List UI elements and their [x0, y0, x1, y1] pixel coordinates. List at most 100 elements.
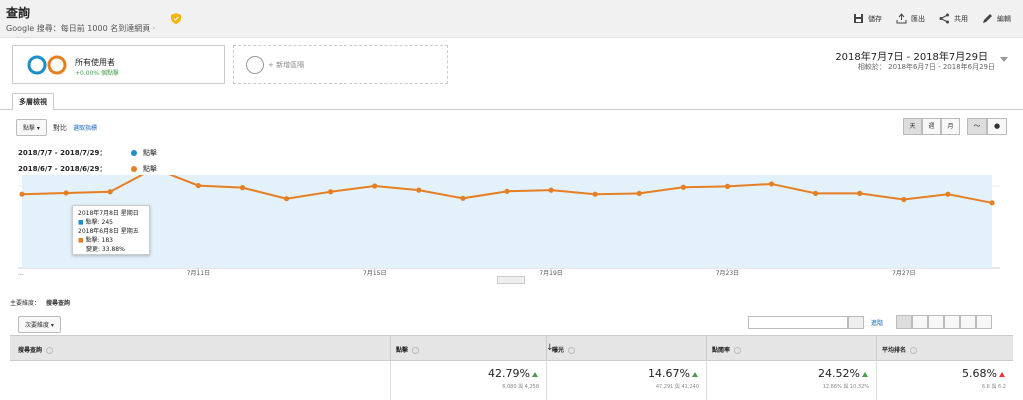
export-button[interactable]: 匯出 — [896, 13, 925, 24]
table-view-icon[interactable] — [896, 315, 912, 329]
secondary-label: 次要維度 — [25, 322, 50, 329]
column-clicks[interactable]: 點擊 — [396, 345, 420, 354]
edit-icon — [983, 14, 992, 23]
compare-range: 2018年6月7日 - 2018年6月29日 — [888, 63, 995, 71]
column-label: 搜尋查詢 — [18, 347, 43, 354]
total-ctr: 24.52% 12.86% 與 10.32% — [706, 361, 876, 400]
data-point-compare — [283, 196, 290, 202]
tooltip-date1: 2018年7月8日 星期日 — [78, 210, 139, 217]
column-query[interactable]: 搜尋查詢 — [18, 345, 54, 354]
term-cloud-icon[interactable] — [960, 315, 976, 329]
chevron-down-icon[interactable] — [1000, 57, 1008, 62]
share-button[interactable]: 共用 — [939, 13, 968, 24]
share-label: 共用 — [954, 14, 968, 23]
segment-rings-icon — [27, 55, 67, 75]
day-button[interactable]: 天 — [903, 118, 922, 135]
tooltip-val2: 點擊: 183 — [85, 237, 113, 244]
data-point-compare — [548, 187, 554, 193]
pie-view-icon[interactable] — [912, 315, 928, 329]
help-icon[interactable] — [910, 347, 918, 354]
up-arrow-red-icon — [999, 371, 1005, 377]
tooltip-dot-orange: ■ — [78, 237, 84, 244]
column-divider — [706, 336, 707, 362]
data-point-compare — [680, 184, 686, 190]
help-icon[interactable] — [568, 347, 576, 354]
edit-label: 編輯 — [997, 14, 1011, 23]
area-fill — [22, 175, 992, 268]
add-segment-label: + 新增區隔 — [268, 61, 305, 69]
total-clicks: 42.79% 6,080 與 4,258 — [390, 361, 546, 400]
tooltip-change: 變更: 33.88% — [86, 246, 125, 253]
totals-row: 42.79% 6,080 與 4,258 14.67% 47,291 與 41,… — [10, 361, 1013, 400]
date-range-current[interactable]: 2018年7月7日 - 2018年7月29日 — [835, 52, 988, 63]
export-icon — [896, 13, 907, 24]
vs-label: 對比 — [52, 123, 67, 132]
total-compare: 47,291 與 41,240 — [655, 384, 699, 390]
edit-button[interactable]: 編輯 — [982, 13, 1011, 24]
export-label: 匯出 — [911, 14, 925, 23]
select-metric-link[interactable]: 選取指標 — [72, 125, 97, 132]
column-position[interactable]: 平均排名 — [882, 345, 918, 354]
pivot-view-icon[interactable] — [976, 315, 992, 329]
line-chart-icon[interactable]: 〜 — [967, 118, 987, 135]
metric-selector[interactable]: 點擊 ▾ — [16, 119, 47, 136]
week-button[interactable]: 週 — [922, 118, 941, 135]
secondary-dimension-dropdown[interactable]: 次要維度 ▾ — [18, 316, 61, 333]
chart-resize-handle[interactable] — [497, 276, 525, 284]
table-header: 搜尋查詢 點擊 ↓ 曝光 點閱率 平均排名 — [10, 335, 1013, 362]
up-arrow-icon — [862, 371, 868, 377]
granularity-group: 天 週 月 — [903, 118, 960, 135]
motion-chart-icon[interactable]: ● — [987, 118, 1007, 135]
chart-tooltip: 2018年7月8日 星期日 ■ 點擊: 245 2018年6月8日 星期五 ■ … — [72, 205, 150, 255]
compare-prefix: 相較於： — [857, 63, 886, 71]
column-label: 平均排名 — [882, 347, 907, 354]
shield-icon — [171, 13, 181, 24]
bar-view-icon[interactable] — [928, 315, 944, 329]
data-point-compare — [724, 183, 731, 190]
help-icon[interactable] — [46, 347, 54, 354]
date-range-compare[interactable]: 相較於： 2018年6月7日 - 2018年6月29日 — [858, 62, 995, 72]
data-point-compare — [372, 183, 378, 189]
legend-compare: 2018/6/7 - 2018/6/29： 點擊 — [18, 164, 157, 174]
total-compare: 12.86% 與 10.32% — [822, 384, 869, 390]
data-point-compare — [195, 182, 201, 189]
segment-all-users[interactable]: 所有使用者 +0.00% 個點擊 — [12, 45, 225, 84]
column-impressions[interactable]: 曝光 — [552, 345, 576, 354]
help-icon[interactable] — [734, 347, 742, 354]
column-ctr[interactable]: 點閱率 — [712, 345, 742, 354]
page-title: 查詢 — [6, 6, 31, 20]
report-subtitle: Google 搜尋：每日前 1000 名到達網頁 · — [6, 24, 156, 33]
sort-arrow-icon[interactable]: ↓ — [546, 343, 554, 353]
month-button[interactable]: 月 — [941, 118, 960, 135]
tab-bar: 多層檢視 — [0, 90, 1023, 111]
chart-type-group: 〜 ● — [967, 118, 1007, 135]
x-tick-label: 7月23日 — [716, 270, 739, 277]
x-tick-label: ... — [18, 270, 24, 277]
share-icon — [939, 13, 949, 24]
table-search-input[interactable] — [748, 316, 848, 329]
help-icon[interactable] — [412, 347, 420, 354]
comparison-view-icon[interactable] — [944, 315, 960, 329]
advanced-filter-link[interactable]: 進階 — [871, 320, 884, 327]
legend-current: 2018/7/7 - 2018/7/29： 點擊 — [18, 148, 157, 158]
x-tick-label: 7月27日 — [892, 270, 915, 277]
primary-dimension: 主要維度： 搜尋查詢 — [10, 298, 70, 307]
data-point-compare — [592, 191, 598, 197]
metric-label: 點擊 — [23, 125, 36, 132]
save-label: 儲存 — [868, 14, 882, 23]
dimension-value[interactable]: 搜尋查詢 — [46, 300, 71, 307]
x-tick-label: 7月19日 — [539, 270, 562, 277]
search-icon[interactable] — [848, 316, 864, 329]
dimension-label: 主要維度： — [10, 300, 41, 307]
data-point-compare — [945, 191, 951, 197]
total-impressions: 14.67% 47,291 與 41,240 — [546, 361, 706, 400]
tab-explorer[interactable]: 多層檢視 — [12, 93, 54, 111]
total-pct: 14.67% — [648, 367, 690, 380]
segment-label: 所有使用者 — [75, 58, 115, 67]
x-tick-label: 7月11日 — [187, 270, 210, 277]
total-compare: 6.6 與 6.2 — [981, 384, 1006, 390]
add-segment-button[interactable]: + 新增區隔 — [233, 45, 448, 84]
data-point-compare — [504, 188, 510, 194]
save-button[interactable]: 儲存 — [853, 13, 882, 24]
